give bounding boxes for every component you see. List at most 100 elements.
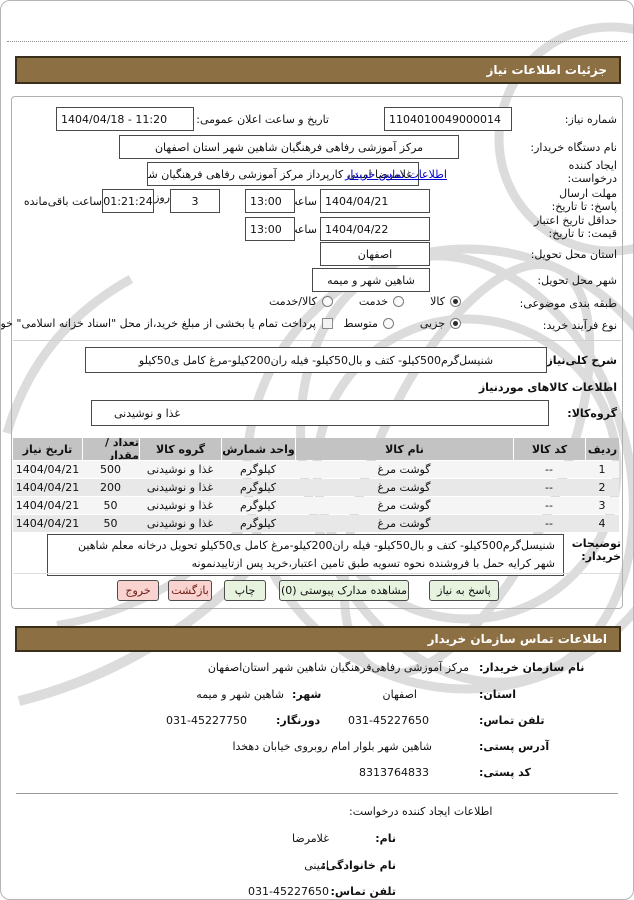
creator-phone-value: 031-45227650: [248, 885, 329, 898]
print-button[interactable]: چاپ: [224, 580, 266, 601]
view-attachments-button[interactable]: مشاهده مدارک پیوستی (0): [279, 580, 409, 601]
cell-unit: کیلوگرم: [221, 497, 295, 514]
phone-label: تلفن تماس:: [479, 714, 545, 727]
need-number-field[interactable]: 1104010049000014: [384, 107, 512, 131]
cell-unit: کیلوگرم: [221, 515, 295, 532]
table-row: 3 -- گوشت مرغ کیلوگرم غذا و نوشیدنی 50 1…: [13, 497, 619, 514]
reply-to-need-button[interactable]: پاسخ به نیاز: [429, 580, 499, 601]
cell-row-number: 4: [585, 515, 619, 532]
cell-need-date: 1404/04/21: [13, 497, 82, 514]
publish-datetime-field[interactable]: 1404/04/18 - 11:20: [56, 107, 194, 131]
classification-label: طبقه بندی موضوعی:: [519, 297, 617, 310]
cell-quantity: 200: [82, 479, 139, 496]
fax-value: 031-45227750: [166, 714, 247, 727]
buyer-org-value: مرکز آموزشی رفاهی فرهنگیان شاهین شهر است…: [154, 140, 424, 154]
col-row-number: ردیف: [585, 438, 619, 460]
checkbox-icon[interactable]: [322, 318, 333, 329]
buyer-org-field[interactable]: مرکز آموزشی رفاهی فرهنگیان شاهین شهر است…: [119, 135, 459, 159]
option-label: کالا: [430, 295, 445, 308]
exit-button[interactable]: خروج: [117, 580, 159, 601]
items-table-header: ردیف کد کالا نام کالا واحد شمارش گروه کا…: [13, 438, 619, 460]
cell-quantity: 50: [82, 515, 139, 532]
province-value: اصفهان: [382, 688, 417, 701]
radio-icon[interactable]: [382, 318, 394, 329]
col-item-name: نام کالا: [295, 438, 513, 460]
process-options: جزیی متوسط: [343, 317, 461, 330]
cell-item-name: گوشت مرغ: [295, 515, 513, 532]
process-option-minor[interactable]: جزیی: [420, 317, 461, 330]
col-need-date: تاریخ نیاز: [13, 438, 82, 460]
postal-address-label: آدرس پستی:: [479, 740, 550, 753]
validity-label: حداقل تاریخ اعتبار قیمت: تا تاریخ:: [533, 214, 617, 240]
buyer-notes-text: شنیسل‌گرم500کیلو- کتف و بال50کیلو- فیله …: [78, 539, 555, 570]
delivery-city-label: شهر محل تحویل:: [537, 274, 617, 287]
remaining-time-value: 01:21:24: [103, 194, 153, 208]
cell-unit: کیلوگرم: [221, 461, 295, 478]
creator-info-title: اطلاعات ایجاد کننده درخواست:: [349, 805, 493, 818]
buyer-notes-field[interactable]: شنیسل‌گرم500کیلو- کتف و بال50کیلو- فیله …: [47, 534, 564, 576]
buttons-divider: [13, 573, 621, 574]
deadline-date-value: 1404/04/21: [325, 194, 389, 208]
cell-quantity: 500: [82, 461, 139, 478]
radio-selected-icon[interactable]: [450, 318, 461, 329]
buyer-notes-label: توضیحات خریدار:: [571, 537, 621, 563]
deadline-label: مهلت ارسال پاسخ: تا تاریخ:: [551, 187, 617, 213]
description-label: شرح کلی‌نیاز:: [542, 354, 617, 367]
cell-item-name: گوشت مرغ: [295, 497, 513, 514]
section-title: اطلاعات تماس سازمان خریدار: [427, 632, 607, 646]
delivery-province-label: استان محل تحویل:: [530, 248, 617, 261]
classification-option-service[interactable]: خدمت: [358, 295, 405, 308]
group-field[interactable]: غذا و نوشیدنی: [91, 400, 549, 426]
publish-datetime-value: 1404/04/18 - 11:20: [61, 112, 168, 126]
table-row: 1 -- گوشت مرغ کیلوگرم غذا و نوشیدنی 500 …: [13, 461, 619, 478]
back-button[interactable]: بازگشت: [168, 580, 212, 601]
payment-checkbox-group: پرداخت تمام یا بخشی از مبلغ خرید،از محل …: [1, 317, 333, 330]
cell-need-date: 1404/04/21: [13, 515, 82, 532]
radio-icon[interactable]: [393, 296, 405, 307]
contact-divider: [16, 793, 618, 794]
classification-option-goods-service[interactable]: کالا/خدمت: [269, 295, 333, 308]
delivery-province-field[interactable]: اصفهان: [320, 242, 430, 266]
description-field[interactable]: شنیسل‌گرم500کیلو- کتف و بال50کیلو- فیله …: [85, 347, 547, 373]
postal-address-value: شاهین شهر بلوار امام روبروی خیابان دهخدا: [232, 740, 432, 753]
publish-datetime-label: تاریخ و ساعت اعلان عمومی:: [196, 113, 329, 126]
section-header-buyer-contact: اطلاعات تماس سازمان خریدار: [15, 626, 621, 652]
deadline-time-field[interactable]: 13:00: [245, 189, 295, 213]
table-row: 4 -- گوشت مرغ کیلوگرم غذا و نوشیدنی 50 1…: [13, 515, 619, 532]
radio-selected-icon[interactable]: [450, 296, 461, 307]
delivery-city-value: شاهین شهر و میمه: [327, 273, 415, 287]
validity-time-field[interactable]: 13:00: [245, 217, 295, 241]
city-label: شهر:: [292, 688, 322, 701]
creator-value: غلامرضا امینی کارپرداز مرکز آموزشی رفاهی…: [148, 167, 412, 181]
day-label: روز: [154, 191, 170, 204]
form-divider: [13, 340, 621, 341]
cell-quantity: 50: [82, 497, 139, 514]
cell-item-code: --: [513, 461, 585, 478]
creator-phone-label: تلفن تماس:: [330, 885, 396, 898]
cell-group: غذا و نوشیدنی: [139, 479, 221, 496]
creator-field[interactable]: غلامرضا امینی کارپرداز مرکز آموزشی رفاهی…: [147, 162, 419, 186]
process-option-medium[interactable]: متوسط: [343, 317, 394, 330]
first-name-value: غلامرضا: [292, 832, 329, 845]
delivery-city-field[interactable]: شاهین شهر و میمه: [312, 268, 430, 292]
classification-option-goods[interactable]: کالا: [430, 295, 461, 308]
process-label: نوع فرآیند خرید:: [542, 319, 617, 332]
days-value: 3: [191, 194, 199, 208]
cell-row-number: 3: [585, 497, 619, 514]
buyer-contact-link[interactable]: اطلاعات تماس خریدار: [345, 168, 447, 181]
remaining-time-label: ساعت باقی‌مانده: [23, 195, 102, 208]
deadline-time-value: 13:00: [250, 194, 282, 208]
cell-item-code: --: [513, 515, 585, 532]
option-label: خدمت: [358, 295, 389, 308]
radio-icon[interactable]: [321, 296, 333, 307]
last-name-label: نام خانوادگی:: [321, 859, 396, 872]
option-label: متوسط: [343, 317, 378, 330]
section-header-need-details: جزئیات اطلاعات نیاز: [15, 56, 621, 84]
days-field[interactable]: 3: [170, 189, 220, 213]
cell-row-number: 1: [585, 461, 619, 478]
cell-group: غذا و نوشیدنی: [139, 497, 221, 514]
org-name-label: نام سازمان خریدار:: [479, 661, 585, 674]
validity-date-field[interactable]: 1404/04/22: [320, 217, 430, 241]
deadline-date-field[interactable]: 1404/04/21: [320, 189, 430, 213]
